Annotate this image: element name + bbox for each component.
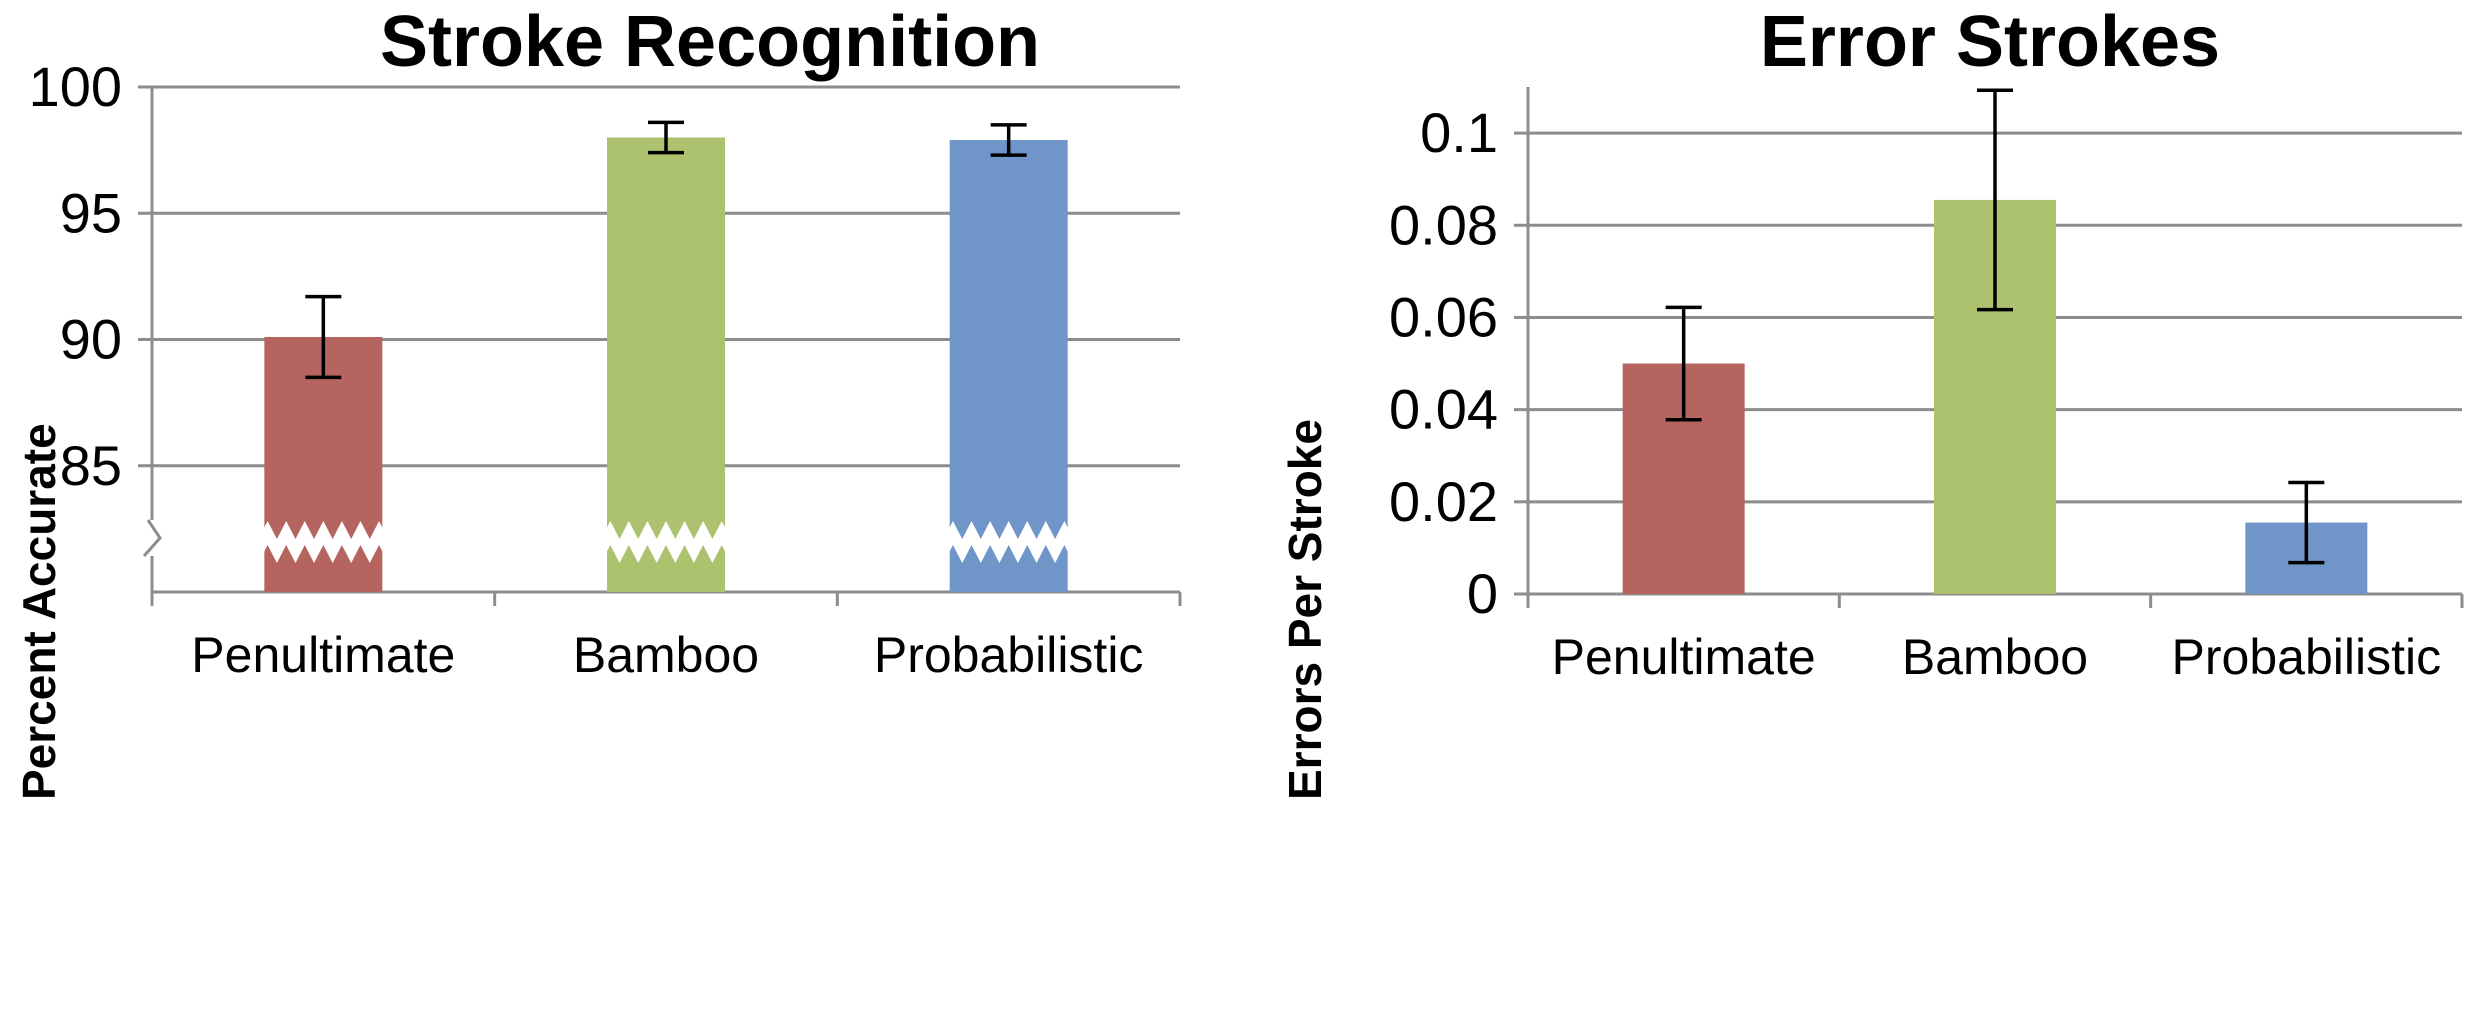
axis-break-mark <box>601 521 731 563</box>
chart-title: Stroke Recognition <box>379 2 1041 82</box>
y-tick-label: 0 <box>1467 562 1498 625</box>
y-tick-label: 100 <box>29 55 122 118</box>
error-strokes-chart: 0 0.02 0.04 0.06 0.08 0.1 Penultimate Bamboo Pro… <box>1389 87 2464 685</box>
stroke-recognition-chart: 85 90 95 100 Penultimate Bamboo Probabilistic <box>29 55 1182 683</box>
y-tick-label: 90 <box>60 308 122 371</box>
bar <box>264 336 383 592</box>
y-tick-label: 85 <box>60 434 122 497</box>
x-category-label: Bamboo <box>573 627 759 683</box>
y-tick-label: 0.04 <box>1389 378 1498 441</box>
bar <box>607 137 725 592</box>
y-tick-label: 95 <box>60 181 122 244</box>
x-category-label: Probabilistic <box>874 627 1144 683</box>
y-tick-label: 0.06 <box>1389 285 1498 348</box>
x-category-label: Penultimate <box>191 627 455 683</box>
y-tick-label: 0.08 <box>1389 193 1498 256</box>
y-axis-break-mark <box>142 519 162 557</box>
bar <box>949 140 1068 592</box>
chart-title: Error Strokes <box>1759 2 2221 82</box>
error-strokes-panel: Error Strokes Errors Per Stroke 0 0.02 0.0… <box>1250 0 2468 1032</box>
axis-break-mark <box>258 521 389 563</box>
y-tick-label: 0.1 <box>1420 101 1498 164</box>
stroke-recognition-panel: Stroke Recognition Percent Accurate 85 90… <box>0 0 1182 1032</box>
x-category-label: Probabilistic <box>2172 629 2442 685</box>
y-tick-label: 0.02 <box>1389 470 1498 533</box>
x-category-label: Penultimate <box>1552 629 1816 685</box>
axis-break-mark <box>943 521 1074 563</box>
x-category-label: Bamboo <box>1902 629 2088 685</box>
